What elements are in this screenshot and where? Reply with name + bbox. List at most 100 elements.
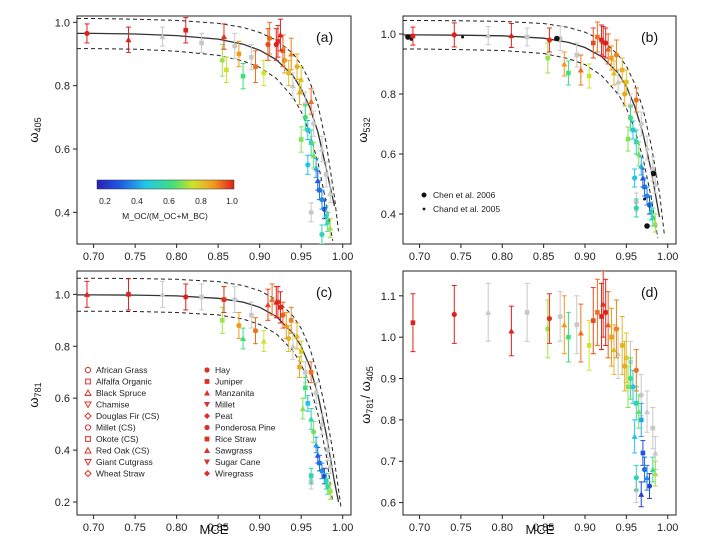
panel-b: 0.70 0.75 0.80 0.85 0.90 0.95 1.00 0.4 0.6 0.8 1.… [355,15,678,263]
legend-marker [204,402,210,408]
legend-marker [204,367,210,373]
panel-c-label: (c) [316,284,332,300]
x-tick-label: 0.90 [574,522,595,534]
x-tick-label: 0.85 [207,522,228,534]
colorbar-tick: 1.0 [226,196,238,206]
legend-label: Red Oak (CS) [96,446,150,456]
data-point [199,32,205,53]
data-point [298,126,304,153]
colorbar-tick: 0.8 [195,196,207,206]
point-marker [280,312,286,318]
data-point [313,382,319,404]
colorbar-tick: 0.2 [99,196,111,206]
lower-bound-curve [403,48,659,239]
reference-point [644,223,650,229]
y-tick-label: 1.0 [381,332,396,344]
legend-marker [85,378,91,385]
point-marker [646,483,653,489]
data-point [603,278,609,346]
point-marker [649,214,656,220]
point-marker [632,175,638,181]
data-point [451,22,457,48]
point-marker [650,166,656,172]
panel-b-reference-points [405,34,657,229]
point-marker [508,32,515,38]
data-point [327,218,334,239]
point-marker [308,473,314,479]
panel-a: 0.70 0.75 0.80 0.85 0.90 0.95 1.00 0.4 0.6 0.8 1.… [26,15,353,263]
data-point [308,467,314,485]
point-marker [638,491,645,497]
data-point [641,456,648,483]
data-point [220,23,227,50]
y-tick-label: 0.7 [381,456,396,468]
panel-d-xlabel: MCE [526,522,555,537]
data-point [574,42,580,68]
data-point [524,282,530,342]
panel-a-frame [76,15,352,245]
data-point [277,18,284,52]
y-tick-label: 0.4 [381,209,396,221]
panel-d-y-ticks: 0.6 0.7 0.8 0.9 1.0 1.1 [381,291,403,510]
point-marker [249,312,254,318]
legend-label: Millet [215,400,235,410]
panel-c-x-ticks: 0.70 0.75 0.80 0.85 0.90 0.95 1.00 [83,515,353,534]
point-marker [303,369,308,375]
data-point [296,78,303,106]
panel-c-points [83,278,334,500]
point-marker [633,401,639,406]
point-marker [288,51,295,57]
data-point [232,286,238,314]
data-point [632,168,638,188]
data-point [302,376,308,399]
point-marker [603,40,609,46]
point-marker [633,205,639,211]
data-point [508,23,515,48]
data-point [410,26,416,46]
data-point [590,287,596,355]
point-marker [545,55,551,61]
data-point [565,60,571,86]
point-marker [485,32,492,38]
y-tick-label: 0.4 [55,207,70,219]
data-point [269,283,276,316]
point-marker [557,313,563,320]
point-marker [574,322,580,328]
point-marker [219,57,225,63]
data-point [275,25,281,58]
data-point [605,33,612,65]
data-point [260,330,267,352]
y-tick-label: 1.0 [55,17,70,29]
data-point [308,361,314,384]
point-marker [319,468,325,474]
data-point [199,283,205,311]
x-tick-label: 0.90 [249,522,270,534]
point-marker [635,151,642,157]
legend-label: Sugar Cane [215,457,261,467]
data-point [644,390,651,433]
point-marker [308,209,314,215]
data-point [183,283,189,311]
point-marker [236,51,242,57]
panel-b-label: (b) [641,29,658,45]
colorbar-label: M_OC/(M_OC+M_BC) [122,211,208,221]
data-point [635,141,642,167]
panel-a-ylabel: ω405 [26,117,43,142]
data-point [608,307,614,367]
point-marker [638,121,644,127]
data-point [610,60,617,86]
data-point [649,207,656,227]
point-marker [240,73,246,79]
legend-label: Douglas Fir (CS) [96,411,159,421]
point-marker [286,70,292,76]
legend-marker-chand [422,207,426,211]
point-marker [603,309,609,315]
point-marker [249,54,254,60]
data-point [652,460,659,487]
legend-label: Wiregrass [215,469,253,479]
reference-point [650,170,657,177]
data-point [125,278,131,311]
point-marker [298,349,304,354]
data-point [613,39,620,71]
point-marker [125,36,132,43]
